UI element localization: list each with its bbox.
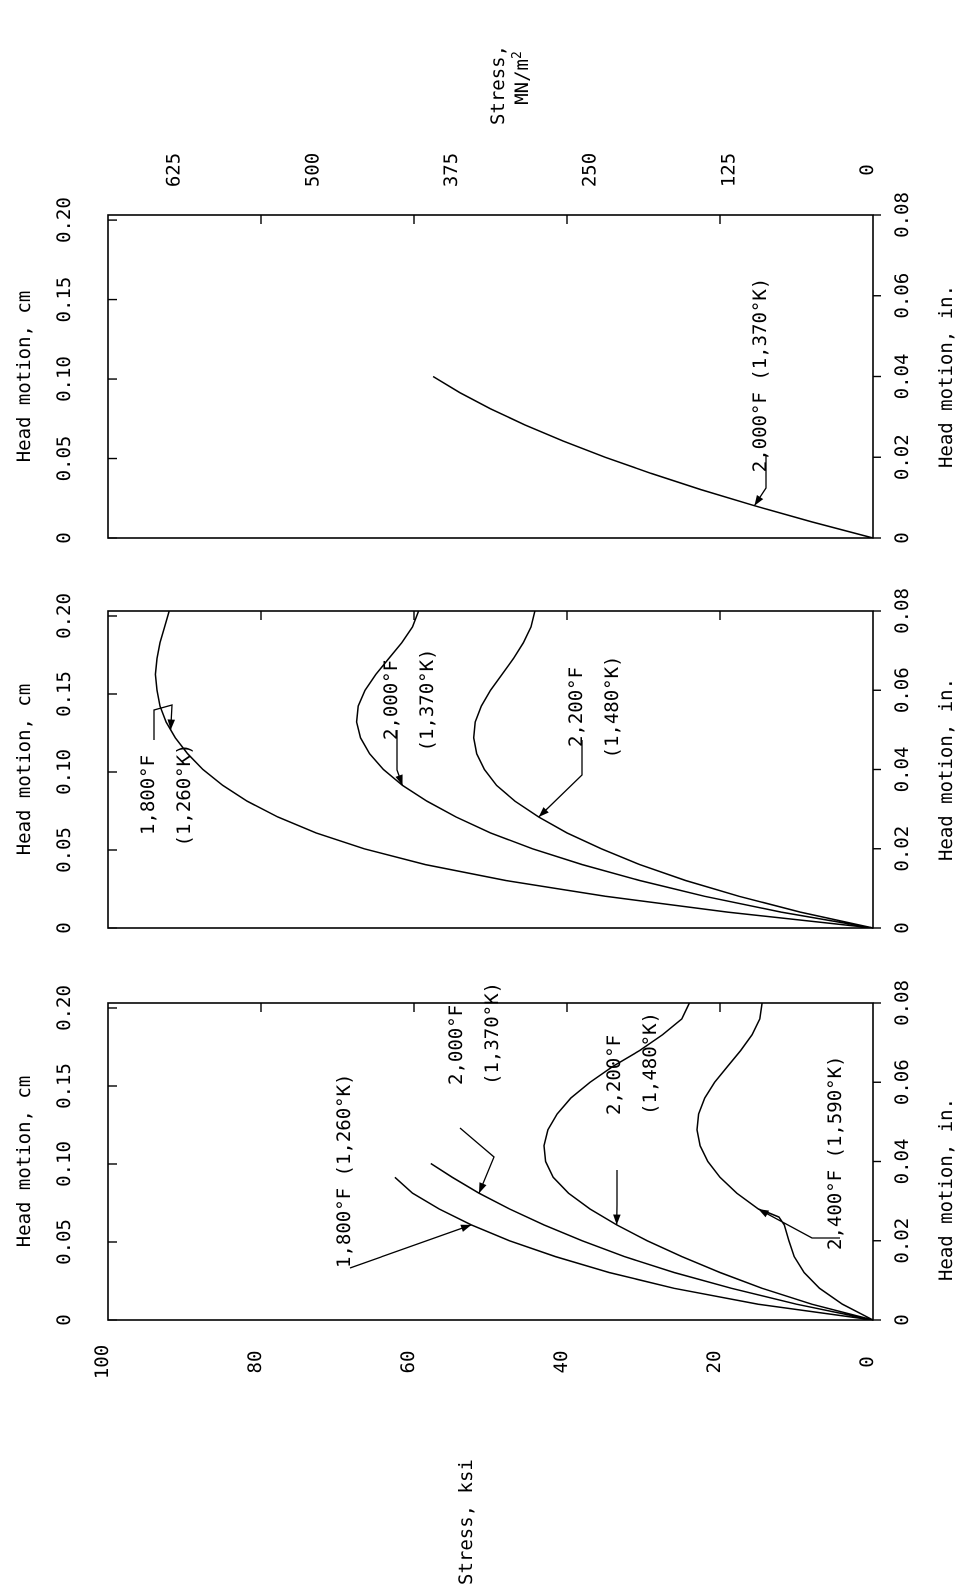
series-line [430,1162,874,1321]
stress-mnm2-label: Stress, [487,45,509,125]
series-line [355,610,874,929]
in-tick-label: 0.02 [891,1218,913,1264]
series-annotation: (1,480°K) [601,656,623,759]
annotation-leader [153,704,173,740]
annotation-arrowhead [479,1182,487,1194]
panel-middle: 0 0.05 0.10 0.15 0.20 0 0.02 0.04 0.06 0.08 Head m… [13,588,957,934]
in-tick-label: 0.02 [891,434,913,480]
mn-tick-label: 375 [440,153,462,187]
in-tick-label: 0.08 [891,980,913,1026]
series-annotation: 1,800°F (1,260°K) [333,1074,355,1268]
cm-tick-label: 0.15 [53,671,75,717]
cm-tick-label: 0 [53,532,75,543]
cm-tick-label: 0 [53,1314,75,1325]
series-line [543,1002,874,1321]
plot-frame [107,610,874,929]
cm-axis-title: Head motion, cm [13,684,35,856]
in-tick-label: 0.08 [891,588,913,634]
series-annotation: 2,000°F [380,660,402,740]
in-axis-title: Head motion, in. [935,285,957,468]
stress-mnm2-unit-label: MN/m2 [510,51,533,105]
in-axis-title: Head motion, in. [935,1098,957,1281]
in-tick-label: 0.06 [891,667,913,713]
series-annotation: 1,800°F [137,755,159,835]
stress-ksi-label: Stress, ksi [455,1459,477,1585]
annotation-arrowhead [460,1224,472,1232]
annotation-arrowhead [538,807,549,818]
annotation-leader [349,1224,472,1269]
ksi-tick-label: 40 [550,1351,572,1374]
series-line [394,1176,874,1321]
series-annotation: 2,000°F [445,1005,467,1085]
ksi-tick-label: 20 [703,1351,725,1374]
series-annotation: 2,000°F (1,370°K) [749,278,771,472]
cm-axis-title: Head motion, cm [13,291,35,463]
annotation-leader [459,1127,495,1194]
cm-tick-label: 0.10 [53,356,75,402]
in-tick-label: 0 [891,922,913,933]
ksi-tick-label: 0 [856,1356,878,1367]
annotation-arrowhead [167,719,176,730]
series-annotation: 2,400°F (1,590°K) [824,1056,846,1250]
annotation-arrowhead [613,1214,621,1225]
in-tick-label: 0.06 [891,1059,913,1105]
cm-tick-label: 0.05 [53,1219,75,1265]
panels: 0 0.05 0.10 0.15 0.20 0 0.02 0.04 0.06 0.08 Head m… [13,153,957,1379]
mn-tick-label: 0 [856,164,878,175]
annotation-leader [757,1208,840,1239]
cm-tick-label: 0.20 [53,593,75,639]
annotation-arrowhead [754,494,764,506]
ksi-tick-label: 60 [397,1351,419,1374]
series-annotation: (1,480°K) [639,1012,661,1115]
in-tick-label: 0 [891,1314,913,1325]
series-line [154,610,874,929]
series-annotation: (1,370°K) [416,649,438,752]
in-tick-label: 0.02 [891,826,913,872]
series-line [696,1002,874,1321]
in-tick-label: 0.04 [891,1139,913,1185]
annotation-leader [538,740,583,818]
in-tick-label: 0.06 [891,273,913,319]
in-tick-label: 0.04 [891,354,913,400]
cm-tick-label: 0.05 [53,827,75,873]
cm-tick-label: 0.15 [53,277,75,323]
ksi-tick-label: 80 [244,1351,266,1374]
series-line [432,375,874,539]
cm-tick-label: 0.10 [53,749,75,795]
series-annotation: 2,200°F [565,667,587,747]
mn-tick-label: 500 [301,153,323,187]
mn-tick-label: 125 [717,153,739,187]
mn-tick-label: 625 [163,153,185,187]
stress-mnm2-unit-base: MN/m [511,59,533,105]
in-tick-label: 0.04 [891,747,913,793]
annotation-arrowhead [395,774,403,786]
series-annotation: (1,260°K) [173,744,195,847]
stress-mnm2-unit-sup: 2 [510,51,525,59]
annotation-arrowhead [758,1209,770,1218]
series-line [472,610,874,929]
cm-tick-label: 0.20 [53,985,75,1031]
series-annotation: 2,200°F [603,1035,625,1115]
mn-tick-label: 250 [579,153,601,187]
cm-tick-label: 0.20 [53,197,75,243]
series-annotation: (1,370°K) [481,982,503,1085]
cm-tick-label: 0.15 [53,1063,75,1109]
in-tick-label: 0 [891,532,913,543]
panel-top: 0 0.05 0.10 0.15 0.20 0 0.02 0.04 0.06 0.08 Head m… [13,153,957,544]
cm-tick-label: 0.05 [53,436,75,482]
panel-bottom: 0 0.05 0.10 0.15 0.20 0 0.02 0.04 0.06 0.08 Head m… [13,980,957,1379]
in-axis-title: Head motion, in. [935,678,957,861]
in-tick-label: 0.08 [891,192,913,238]
global-labels: Stress, ksi Stress, MN/m2 [455,45,533,1585]
cm-tick-label: 0.10 [53,1141,75,1187]
cm-axis-title: Head motion, cm [13,1076,35,1248]
cm-tick-label: 0 [53,922,75,933]
ksi-tick-label: 100 [91,1345,113,1379]
